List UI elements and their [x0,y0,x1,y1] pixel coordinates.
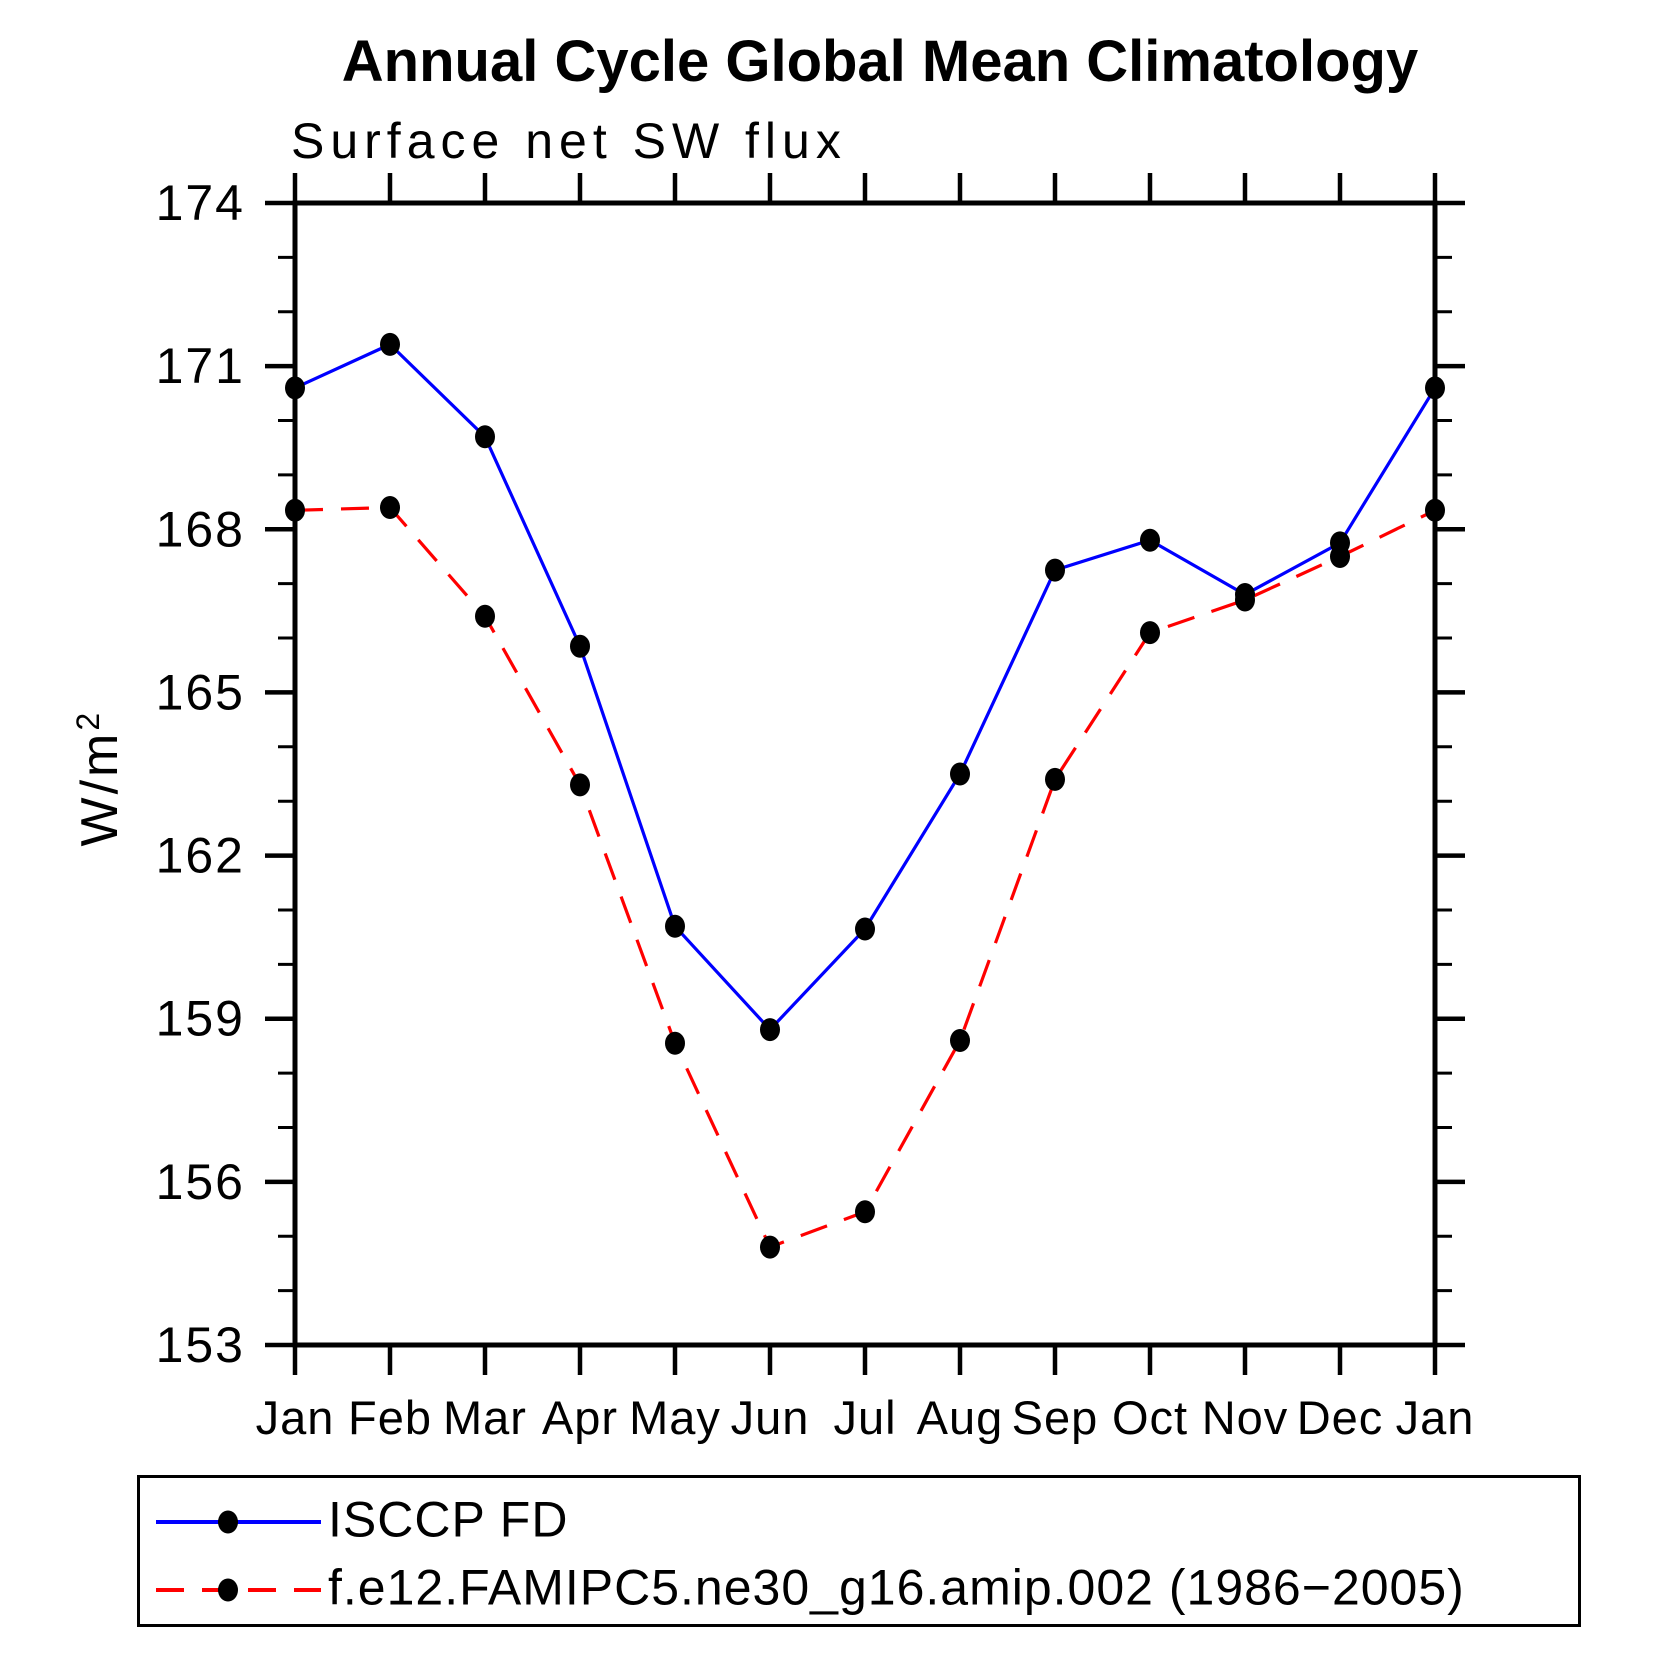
x-tick-label: Dec [1297,1391,1384,1444]
data-point-series-0 [1045,558,1065,582]
y-tick-label: 156 [156,1154,245,1210]
data-point-series-1 [285,498,305,522]
data-point-series-1 [855,1200,875,1224]
data-point-series-0 [1140,528,1160,552]
data-point-series-1 [1235,588,1255,612]
data-point-series-0 [855,917,875,941]
plot-border [292,200,1438,1348]
x-tick-label: Feb [348,1391,432,1444]
data-point-series-0 [570,634,590,658]
y-tick-label: 159 [156,991,245,1047]
data-point-series-0 [1425,376,1445,400]
data-point-series-1 [1140,621,1160,645]
legend-line-sample-dashed [156,1588,321,1592]
data-point-series-1 [1330,545,1350,568]
data-point-series-0 [950,762,970,786]
data-point-series-1 [950,1029,970,1052]
chart-title: Annual Cycle Global Mean Climatology [341,29,1419,94]
y-tick-label: 165 [156,664,245,720]
data-point-series-1 [380,496,400,519]
x-tick-label: Oct [1112,1391,1188,1444]
y-tick-label: 168 [156,501,245,557]
y-tick-label: 162 [156,828,245,884]
x-tick-label: Mar [443,1391,527,1444]
x-tick-label: Apr [542,1391,618,1444]
series-line-1 [294,505,1436,1250]
data-point-series-0 [760,1018,780,1042]
data-point-series-1 [570,773,590,797]
data-point-series-0 [285,376,305,400]
data-point-series-0 [380,332,400,356]
y-tick-label: 153 [156,1317,245,1373]
x-tick-label: Jan [256,1391,335,1444]
x-tick-label: May [629,1391,721,1444]
data-point-series-1 [1045,767,1065,791]
data-point-series-0 [475,425,495,449]
x-tick-label: Nov [1202,1391,1289,1444]
y-tick-label: 174 [156,175,245,231]
data-point-series-0 [665,914,685,938]
chart-subtitle: Surface net SW flux [291,113,847,169]
y-tick-label: 171 [156,338,245,394]
legend-line-sample-solid [156,1520,321,1524]
legend-box: ISCCP FD f.e12.FAMIPC5.ne30_g16.amip.002… [137,1475,1581,1627]
x-tick-label: Jul [833,1391,896,1444]
data-point-series-1 [475,604,495,628]
legend-label-obs: ISCCP FD [328,1491,569,1548]
legend-marker-dot [218,1510,238,1534]
x-tick-label: Jun [731,1391,810,1444]
legend-label-model: f.e12.FAMIPC5.ne30_g16.amip.002 (1986−20… [328,1559,1465,1616]
x-tick-label: Sep [1012,1391,1099,1444]
legend-marker-dot [218,1578,238,1602]
data-point-series-1 [760,1235,780,1259]
data-point-series-1 [665,1031,685,1055]
data-point-series-1 [1425,498,1445,522]
x-tick-label: Jan [1396,1391,1475,1444]
x-tick-label: Aug [917,1391,1004,1444]
